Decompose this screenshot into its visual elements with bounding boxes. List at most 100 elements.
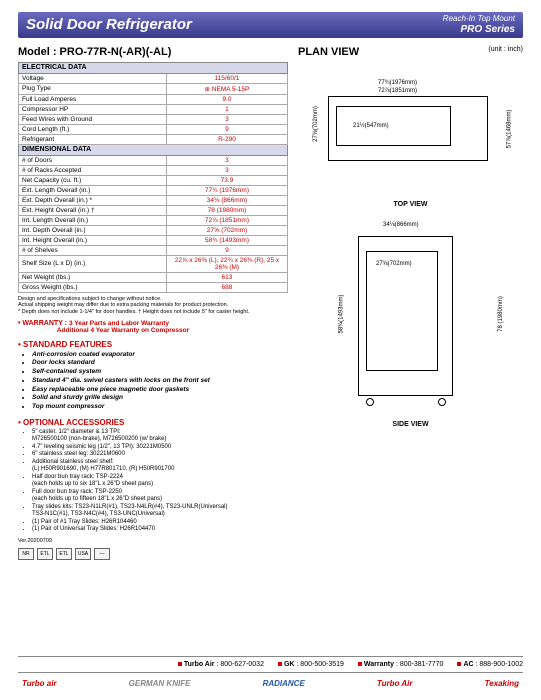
cert-row: NRETLETLUSA— [18,548,288,560]
spec-row: Ext. Height Overall (in.) †78 (1980mm) [19,205,288,215]
contact-item: Warranty : 800-381-7770 [358,661,444,668]
spec-value: 72⅞ (1851mm) [166,215,287,225]
cert-icon: ETL [37,548,53,560]
spec-value: 34⅛ (866mm) [166,195,287,205]
spec-label: Ext. Depth Overall (in.) * [19,195,167,205]
dim-sw: 34⅛(866mm) [383,222,419,228]
spec-label: Int. Height Overall (in.) [19,235,167,245]
cert-icon: USA [75,548,91,560]
subtitle-line1: Reach-In Top Mount [443,15,515,24]
spec-row: Full Load Amperes9.0 [19,94,288,104]
spec-value: 58¾ (1493mm) [166,235,287,245]
fine-print: Design and specifications subject to cha… [18,296,288,316]
cert-icon: ETL [56,548,72,560]
spec-value: 9.0 [166,94,287,104]
spec-label: Cord Length (ft.) [19,124,167,134]
side-view-diagram: 34⅛(866mm) 27⅝(702mm) 58¾(1493mm) 78 (19… [298,216,523,436]
spec-value: 77¾ (1976mm) [166,185,287,195]
title-subtitle: Reach-In Top Mount PRO Series [443,15,515,35]
warranty-section: • WARRANTY : 3 Year Parts and Labor Warr… [18,320,288,334]
accessory-item: Half door bun tray rack: TSP-2224(each h… [32,474,288,489]
accessories-list: 5" caster, 1/2" diameter & 13 TPI:M72650… [32,429,288,534]
spec-value: 688 [166,282,287,292]
top-view-caption: TOP VIEW [298,201,523,208]
spec-row: Cord Length (ft.)9 [19,124,288,134]
accessory-item: (1) Pair of Universal Tray Slides: H26R1… [32,526,288,534]
spec-row: Voltage115/60/1 [19,73,288,83]
accessory-item: Additional stainless steel shelf:(L) H50… [32,459,288,474]
feature-item: Standard 4" dia. swivel casters with loc… [32,377,288,386]
spec-label: # of Shelves [19,245,167,255]
spec-value: R-290 [166,134,287,144]
brand-logo: Texaking [485,679,519,688]
spec-table: ELECTRICAL DATAVoltage115/60/1Plug Type⊕… [18,62,288,293]
spec-label: Voltage [19,73,167,83]
spec-row: # of Racks Accepted3 [19,165,288,175]
spec-label: Full Load Amperes [19,94,167,104]
spec-value: 3 [166,155,287,165]
version: Ver.20200709 [18,538,288,544]
brand-logo: Turbo Air [377,679,413,688]
subtitle-series: PRO Series [443,24,515,35]
spec-label: Net Capacity (cu. ft.) [19,175,167,185]
logo-row: Turbo airGERMAN KNIFERADIANCETurbo AirTe… [18,679,523,688]
dim-h1: 27⅝(702mm) [313,106,319,142]
spec-value: 1 [166,104,287,114]
side-view-caption: SIDE VIEW [298,421,523,428]
contact-item: AC : 888-900-1002 [457,661,523,668]
spec-label: Int. Length Overall (in.) [19,215,167,225]
spec-value: 9 [166,245,287,255]
spec-label: Compressor HP [19,104,167,114]
feature-item: Anti-corrosion coated evaporator [32,351,288,360]
spec-row: Int. Length Overall (in.)72⅞ (1851mm) [19,215,288,225]
contact-row: Turbo Air : 800-627-0032GK : 800-500-351… [18,656,523,673]
spec-section-header: DIMENSIONAL DATA [19,144,288,155]
spec-value: 3 [166,165,287,175]
spec-row: Ext. Depth Overall (in.) *34⅛ (866mm) [19,195,288,205]
contact-item: GK : 800-500-3519 [278,661,344,668]
accessory-item: Full door bun tray rack: TSP-2250(each h… [32,489,288,504]
accessory-item: 5" caster, 1/2" diameter & 13 TPI:M72650… [32,429,288,444]
features-header: • STANDARD FEATURES [18,340,288,349]
spec-row: Compressor HP1 [19,104,288,114]
dim-w1: 77¾(1976mm) [378,80,417,86]
spec-value: 9 [166,124,287,134]
spec-row: # of Doors3 [19,155,288,165]
warranty-text1: 3 Year Parts and Labor Warranty [69,320,169,327]
spec-value: 22⅞ x 26⅜ (L), 22¾ x 26⅜ (R), 25 x 26⅜ (… [166,255,287,272]
spec-label: Int. Depth Overall (in.) [19,225,167,235]
spec-value: 3 [166,114,287,124]
dim-sh: 78 (1980mm) [498,296,504,332]
spec-value: 27⅝ (702mm) [166,225,287,235]
dim-w2: 72⅞(1851mm) [378,88,417,94]
plan-view-header: PLAN VIEW [298,46,359,58]
brand-logo: Turbo air [22,679,57,688]
spec-row: Shelf Size (L x D) (in.)22⅞ x 26⅜ (L), 2… [19,255,288,272]
spec-label: # of Racks Accepted [19,165,167,175]
page-title: Solid Door Refrigerator [26,16,192,33]
spec-row: RefrigerantR-290 [19,134,288,144]
accessory-item: 4.7" leveling seismic leg (1/2", 13 TPI)… [32,444,288,452]
spec-label: Ext. Length Overall (in.) [19,185,167,195]
spec-row: Plug Type⊕ NEMA 5-15P [19,83,288,94]
feature-item: Easy replaceable one piece magnetic door… [32,386,288,395]
spec-value: 613 [166,272,287,282]
spec-label: Net Weight (lbs.) [19,272,167,282]
spec-row: Ext. Length Overall (in.)77¾ (1976mm) [19,185,288,195]
spec-label: Refrigerant [19,134,167,144]
spec-label: # of Doors [19,155,167,165]
spec-value: 115/60/1 [166,73,287,83]
spec-label: Shelf Size (L x D) (in.) [19,255,167,272]
accessories-header: • OPTIONAL ACCESSORIES [18,418,288,427]
features-list: Anti-corrosion coated evaporatorDoor loc… [32,351,288,412]
spec-value: ⊕ NEMA 5-15P [166,83,287,94]
top-view-diagram: 77¾(1976mm) 72⅞(1851mm) 27⅝(702mm) 21½(5… [298,76,523,206]
accessory-item: Tray slides kits: TS23-N1LR(#1), TS23-N4… [32,504,288,519]
feature-item: Self-contained system [32,368,288,377]
dim-shi: 58¾(1493mm) [339,294,345,333]
spec-label: Plug Type [19,83,167,94]
footer: Turbo Air : 800-627-0032GK : 800-500-351… [18,656,523,688]
spec-label: Gross Weight (lbs.) [19,282,167,292]
spec-row: Net Capacity (cu. ft.)73.9 [19,175,288,185]
dim-h2: 21½(547mm) [353,123,389,129]
